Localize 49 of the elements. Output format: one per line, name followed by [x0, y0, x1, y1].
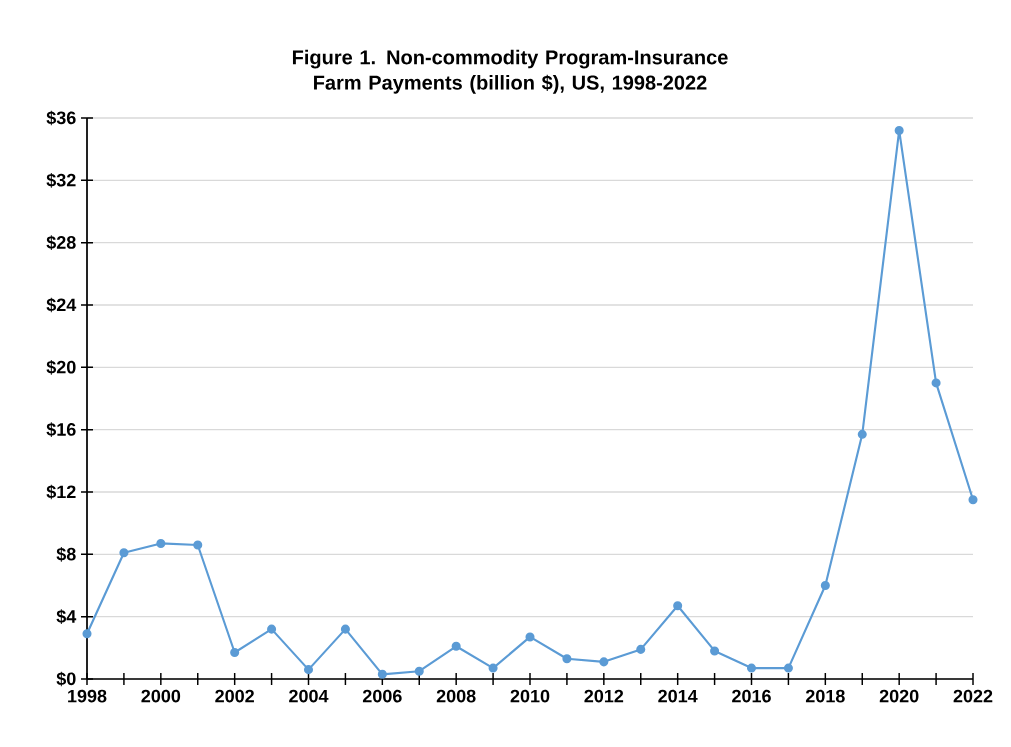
x-tick-label: 2016 — [732, 689, 771, 703]
x-tick-label: 2002 — [215, 689, 254, 703]
y-tick-label: $36 — [46, 110, 76, 126]
point — [414, 666, 424, 676]
x-tick-label: 2006 — [362, 689, 402, 703]
point — [267, 624, 277, 634]
point — [636, 644, 646, 654]
point — [673, 601, 683, 611]
point — [193, 540, 203, 550]
y-tick-label: $20 — [46, 359, 76, 375]
point — [451, 641, 461, 651]
x-tick-label: 2008 — [436, 689, 476, 703]
point — [303, 665, 314, 675]
x-tick-label: 2000 — [141, 689, 181, 703]
y-tick-label: $8 — [56, 546, 76, 562]
point — [746, 663, 757, 673]
point — [562, 654, 572, 664]
chart-title: Figure 1. Non-commodity Program-Insurance Farm Payments (billion $), US, 1998-2022 — [292, 49, 728, 94]
point — [820, 580, 830, 591]
y-tick-label: $12 — [46, 484, 76, 500]
point — [230, 647, 240, 658]
x-tick-label: 2010 — [510, 689, 550, 703]
point — [377, 669, 387, 679]
y-tick-label: $4 — [56, 609, 77, 625]
point — [488, 663, 498, 673]
point — [82, 629, 92, 639]
point — [156, 538, 166, 548]
x-tick-label: 2020 — [879, 689, 919, 703]
point — [894, 125, 904, 135]
x-tick-label: 2012 — [584, 689, 624, 703]
point — [340, 624, 350, 634]
y-tick-label: $0 — [56, 671, 76, 687]
point — [968, 495, 978, 505]
point — [119, 548, 129, 558]
y-tick-label: $32 — [46, 172, 76, 188]
x-tick-label: 2014 — [658, 689, 698, 703]
point — [931, 378, 941, 388]
x-tick-label: 1998 — [68, 689, 107, 703]
y-tick-label: $28 — [46, 235, 76, 251]
point — [525, 632, 535, 642]
point — [783, 663, 793, 673]
point — [599, 657, 609, 667]
point — [710, 646, 720, 656]
y-tick-label: $16 — [46, 422, 76, 438]
point — [857, 429, 867, 439]
x-tick-label: 2022 — [953, 689, 993, 703]
x-tick-label: 2004 — [289, 689, 329, 703]
x-tick-label: 2018 — [805, 689, 845, 703]
y-tick-label: $24 — [46, 297, 77, 313]
